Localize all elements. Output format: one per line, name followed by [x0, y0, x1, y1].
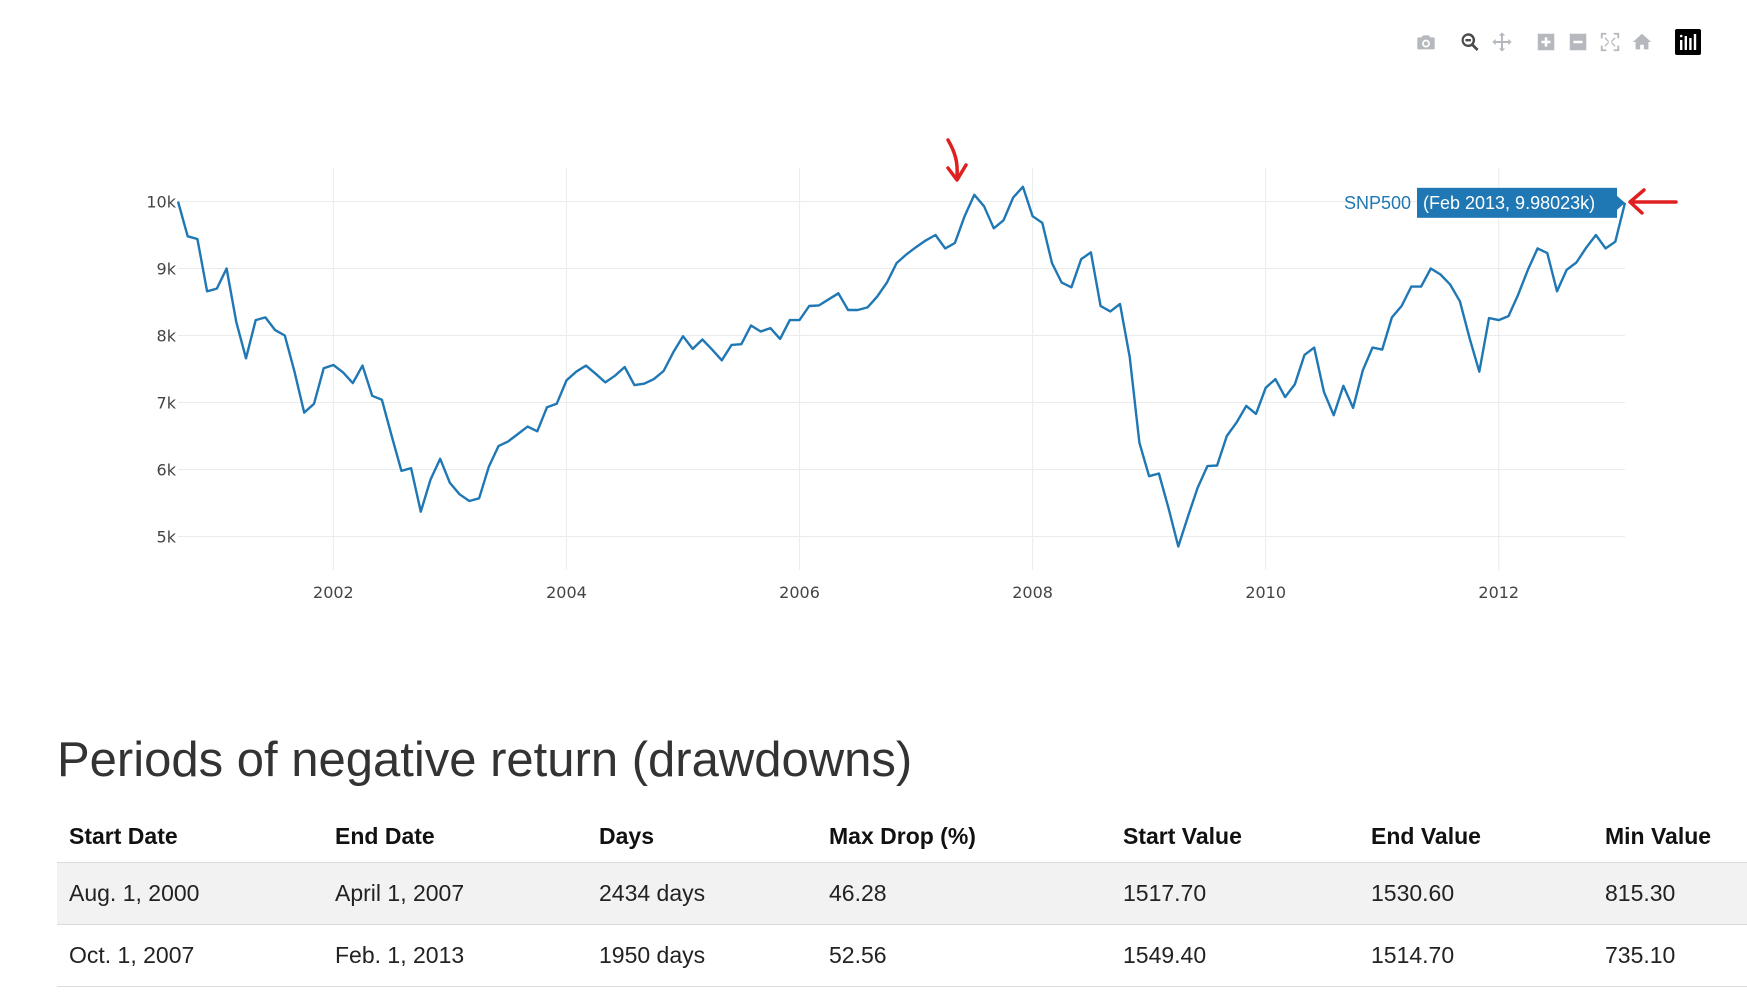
- cell-max-drop: 46.28: [817, 862, 1111, 925]
- table-row: Aug. 1, 2000 April 1, 2007 2434 days 46.…: [57, 862, 1747, 925]
- zoom-button[interactable]: [1454, 26, 1486, 58]
- reset-axes-button[interactable]: [1626, 26, 1658, 58]
- x-tick-label: 2012: [1478, 583, 1519, 602]
- cell-start-date: Aug. 1, 2000: [57, 862, 323, 925]
- hover-label: SNP500 (Feb 2013, 9.98023k): [1344, 187, 1625, 218]
- x-tick-label: 2006: [779, 583, 820, 602]
- y-tick-label: 7k: [157, 394, 177, 413]
- drawdowns-table: Start Date End Date Days Max Drop (%) St…: [57, 810, 1747, 987]
- series-line-snp500[interactable]: [176, 185, 1627, 548]
- col-header-days: Days: [599, 822, 654, 849]
- col-header-min-value: Min Value: [1605, 822, 1712, 849]
- cell-end-value: 1514.70: [1359, 924, 1593, 987]
- plotly-logo-button[interactable]: [1672, 26, 1704, 58]
- y-tick-label: 5k: [157, 528, 177, 547]
- col-header-end-date: End Date: [335, 822, 435, 849]
- cell-start-date: Oct. 1, 2007: [57, 924, 323, 987]
- drawdowns-heading: Periods of negative return (drawdowns): [57, 733, 913, 787]
- col-header-start-date: Start Date: [69, 822, 178, 849]
- col-header-end-value: End Value: [1371, 822, 1481, 849]
- zoom-out-icon: [1569, 33, 1587, 51]
- red-arrow-annotations: [946, 138, 1678, 215]
- arrow-left-annotation: [1628, 188, 1678, 215]
- hover-series-name: SNP500: [1344, 193, 1411, 213]
- cell-min-value: 735.10: [1593, 924, 1747, 987]
- camera-icon: [1417, 35, 1435, 50]
- snp500-line-chart[interactable]: 2002 2004 2006 2008 2010 2012 5k 6k 7k 8k 9k 10k S…: [0, 0, 1747, 640]
- y-gridlines: [178, 201, 1625, 537]
- x-tick-label: 2002: [313, 583, 354, 602]
- zoom-in-button[interactable]: [1530, 26, 1562, 58]
- autoscale-button[interactable]: [1594, 26, 1626, 58]
- pan-button[interactable]: [1486, 26, 1518, 58]
- cell-min-value: 815.30: [1593, 862, 1747, 925]
- home-icon: [1632, 33, 1652, 50]
- y-tick-label: 10k: [146, 193, 176, 212]
- chart-modebar: [1410, 26, 1704, 58]
- cell-start-value: 1517.70: [1111, 862, 1359, 925]
- cell-end-date: Feb. 1, 2013: [323, 924, 587, 987]
- zoom-icon: [1461, 33, 1479, 51]
- table-row: Oct. 1, 2007 Feb. 1, 2013 1950 days 52.5…: [57, 924, 1747, 987]
- hover-value-text: (Feb 2013, 9.98023k): [1423, 193, 1595, 213]
- y-tick-label: 6k: [157, 461, 177, 480]
- x-axis-ticks: 2002 2004 2006 2008 2010 2012: [313, 583, 1519, 602]
- y-tick-label: 8k: [157, 327, 177, 346]
- cell-days: 1950 days: [587, 924, 817, 987]
- x-tick-label: 2010: [1245, 583, 1286, 602]
- x-tick-label: 2008: [1012, 583, 1053, 602]
- cell-end-value: 1530.60: [1359, 862, 1593, 925]
- col-header-start-value: Start Value: [1123, 822, 1242, 849]
- camera-button[interactable]: [1410, 26, 1442, 58]
- hover-pointer: [1617, 195, 1625, 210]
- zoom-in-icon: [1537, 33, 1555, 51]
- cell-days: 2434 days: [587, 862, 817, 925]
- pan-icon: [1492, 32, 1512, 52]
- x-gridlines: [332, 168, 1500, 570]
- x-tick-label: 2004: [546, 583, 587, 602]
- table-header-row: Start Date End Date Days Max Drop (%) St…: [57, 810, 1747, 863]
- hover-value-box: [1417, 187, 1617, 218]
- autoscale-icon: [1600, 32, 1620, 52]
- cell-end-date: April 1, 2007: [323, 862, 587, 925]
- cell-start-value: 1549.40: [1111, 924, 1359, 987]
- cell-max-drop: 52.56: [817, 924, 1111, 987]
- col-header-max-drop: Max Drop (%): [829, 822, 976, 849]
- y-axis-ticks: 5k 6k 7k 8k 9k 10k: [146, 193, 176, 547]
- y-tick-label: 9k: [157, 260, 177, 279]
- plotly-logo-icon: [1675, 29, 1701, 55]
- arrow-down-annotation: [946, 138, 968, 182]
- zoom-out-button[interactable]: [1562, 26, 1594, 58]
